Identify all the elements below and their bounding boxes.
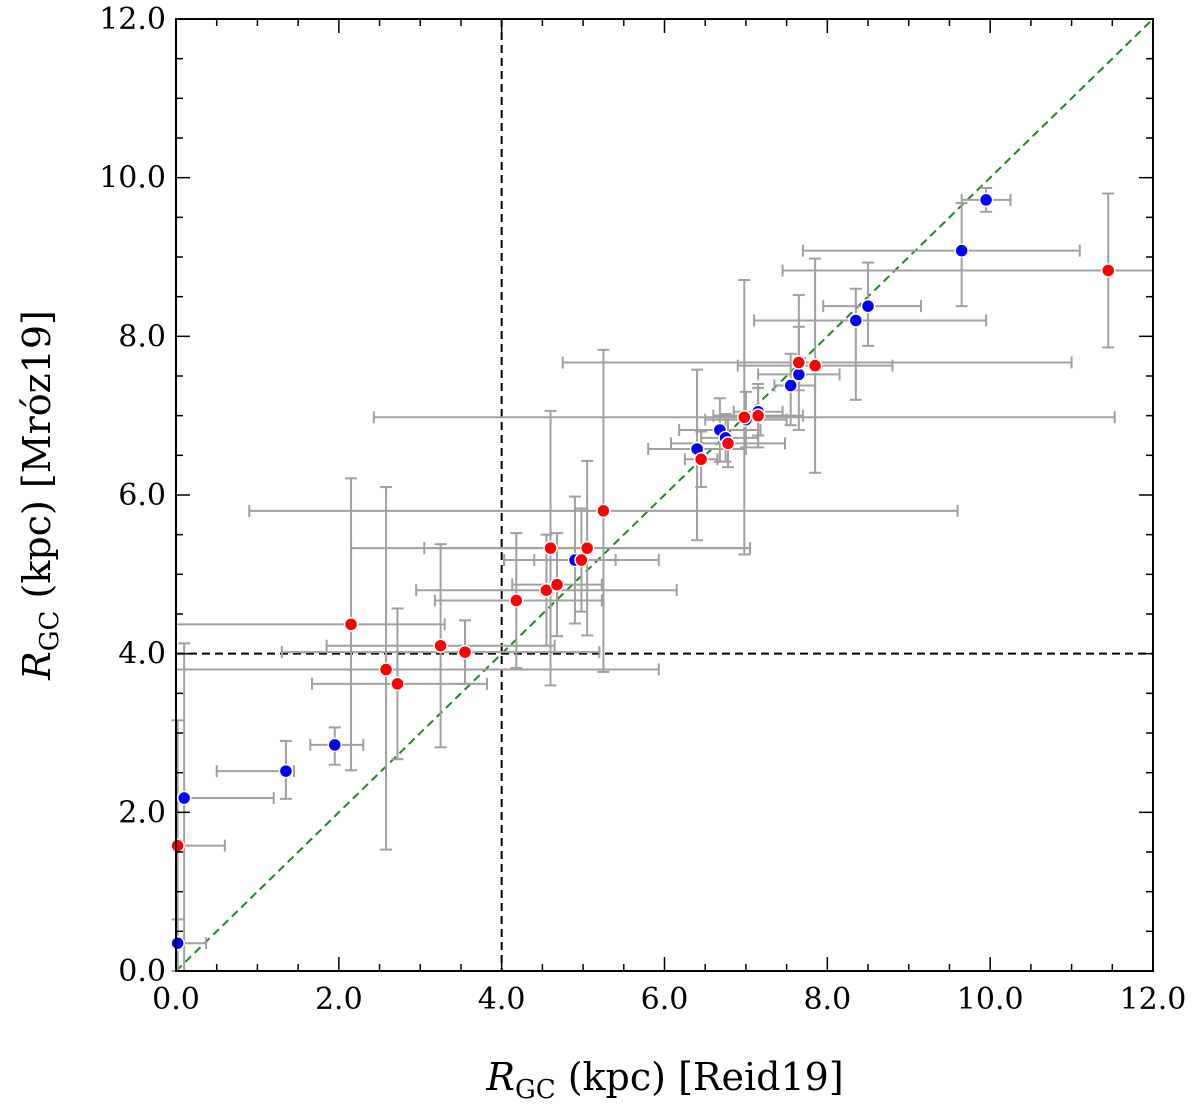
point-blue-14 xyxy=(954,243,969,258)
point-red-13 xyxy=(693,452,709,467)
point-red-14 xyxy=(720,436,736,451)
error-bar-blue-14 xyxy=(801,202,1081,308)
y-tick-label: 0.0 xyxy=(118,954,166,989)
tick-labels: 0.0 2.0 4.0 6.0 8.0 10.0 12.0 0.0 2.0 4.0 6.0 8.0 10… xyxy=(99,2,1186,1017)
point-red-4 xyxy=(433,638,448,653)
y-tick-label: 2.0 xyxy=(118,795,166,830)
error-bar-blue-12 xyxy=(753,287,988,401)
point-red-2 xyxy=(378,662,394,677)
error-bar-red-1 xyxy=(175,477,446,772)
point-blue-3 xyxy=(327,737,343,753)
point-red-19 xyxy=(1100,263,1116,278)
point-blue-10 xyxy=(783,378,798,393)
y-tick-label: 12.0 xyxy=(99,2,166,37)
point-red-9 xyxy=(549,577,565,592)
y-tick-label: 6.0 xyxy=(118,478,166,513)
x-tick-label: 6.0 xyxy=(641,982,689,1017)
y-tick-label: 4.0 xyxy=(118,637,166,672)
data-points xyxy=(170,192,1116,951)
error-bar-blue-1 xyxy=(175,642,275,972)
point-red-12 xyxy=(596,503,611,519)
x-tick-label: 4.0 xyxy=(478,982,526,1017)
y-axis-label: RGC (kpc) [Mróz19] xyxy=(15,310,65,681)
error-bars xyxy=(171,186,1154,972)
y-tick-label: 10.0 xyxy=(99,161,166,196)
reference-lines xyxy=(175,18,1154,972)
point-blue-11 xyxy=(791,367,807,382)
point-red-17 xyxy=(791,355,807,370)
point-blue-13 xyxy=(860,298,876,314)
point-red-8 xyxy=(543,540,558,556)
x-tick-label: 12.0 xyxy=(1120,982,1187,1017)
point-red-0 xyxy=(170,838,185,853)
point-red-5 xyxy=(457,644,473,660)
point-blue-0 xyxy=(170,935,185,951)
point-blue-15 xyxy=(978,192,994,208)
point-red-15 xyxy=(737,410,752,425)
point-red-1 xyxy=(343,617,359,632)
error-bar-red-19 xyxy=(781,192,1154,349)
x-tick-label: 10.0 xyxy=(957,982,1024,1017)
y-tick-label: 8.0 xyxy=(118,319,166,354)
point-blue-1 xyxy=(176,790,192,806)
point-red-11 xyxy=(579,540,595,556)
point-red-18 xyxy=(807,358,823,373)
x-axis-label: RGC (kpc) [Reid19] xyxy=(485,1055,843,1105)
point-red-16 xyxy=(750,408,766,423)
reference-line-one-to-one xyxy=(175,18,1154,972)
x-tick-label: 2.0 xyxy=(315,982,363,1017)
point-red-6 xyxy=(509,593,524,608)
point-blue-2 xyxy=(278,763,294,779)
point-red-3 xyxy=(390,676,405,692)
point-red-10 xyxy=(574,552,589,568)
x-tick-label: 0.0 xyxy=(152,982,200,1017)
x-tick-label: 8.0 xyxy=(803,982,851,1017)
point-blue-12 xyxy=(848,313,864,328)
axis-ticks xyxy=(175,18,1154,972)
